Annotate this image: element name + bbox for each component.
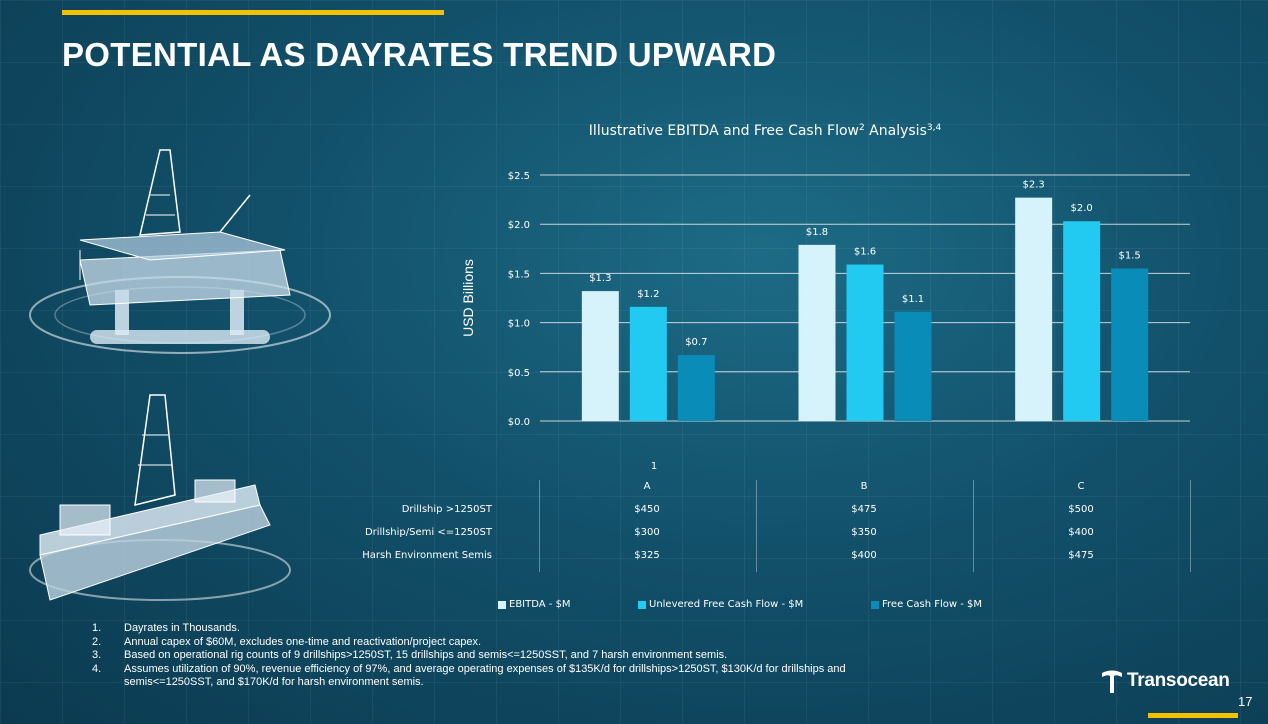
legend-swatch — [498, 600, 506, 609]
bar — [677, 355, 715, 421]
data-label: $1.2 — [637, 289, 659, 300]
table-divider — [1190, 480, 1191, 572]
table-row: Drillship/Semi <=1250ST $300 $350 $400 — [300, 527, 1200, 547]
table-row: Harsh Environment Semis $325 $400 $475 — [300, 550, 1200, 570]
footnote-text: Based on operational rig counts of 9 dri… — [124, 649, 728, 661]
footnote-text: Assumes utilization of 90%, revenue effi… — [124, 662, 846, 689]
drillship-illustration — [29, 394, 291, 601]
page-number: 17 — [1238, 694, 1253, 709]
legend-item: Free Cash Flow - $M — [871, 599, 982, 610]
y-tick-label: $2.5 — [508, 171, 530, 182]
data-label: $0.7 — [685, 337, 707, 348]
y-tick-label: $1.0 — [508, 319, 530, 330]
y-tick-label: $0.0 — [508, 417, 530, 428]
chart-title: Illustrative EBITDA and Free Cash Flow2 … — [589, 123, 942, 139]
table-divider — [973, 480, 974, 572]
table-cell: $325 — [634, 550, 660, 561]
logo-text: Transocean — [1127, 670, 1230, 691]
table-divider — [539, 480, 540, 572]
bar — [581, 291, 619, 421]
data-label: $1.6 — [854, 247, 876, 258]
data-label: $1.5 — [1119, 250, 1141, 261]
slide-title: POTENTIAL AS DAYRATES TREND UPWARD — [62, 36, 777, 73]
data-label: $1.8 — [806, 227, 828, 238]
footnotes: 1. Dayrates in Thousands. 2. Annual cape… — [92, 622, 892, 690]
row-label: Harsh Environment Semis — [362, 550, 492, 561]
table-cell: $300 — [634, 527, 660, 538]
x-axis-label: 1 — [651, 461, 657, 472]
y-tick-label: $1.5 — [508, 269, 530, 280]
data-label: $2.3 — [1023, 180, 1045, 191]
table-cell: $475 — [851, 504, 877, 515]
y-tick-label: $2.0 — [508, 220, 530, 231]
row-label: Drillship/Semi <=1250ST — [364, 527, 492, 538]
footnote: 1. Dayrates in Thousands. — [92, 622, 892, 636]
accent-bar-bottom — [1148, 713, 1238, 718]
footnote: 2. Annual capex of $60M, excludes one-ti… — [92, 636, 892, 650]
y-tick-label: $0.5 — [508, 368, 530, 379]
row-label: Drillship >1250ST — [401, 504, 492, 515]
bar — [1111, 268, 1149, 421]
table-cell: $500 — [1068, 504, 1094, 515]
footnote: 4. Assumes utilization of 90%, revenue e… — [92, 663, 892, 690]
bar — [1015, 197, 1053, 421]
footnote-text: Annual capex of $60M, excludes one-time … — [124, 635, 482, 648]
footnote-number: 4. — [92, 662, 102, 675]
legend-label: Free Cash Flow - $M — [882, 599, 983, 610]
table-header-cell: A — [643, 481, 651, 492]
table-header-row: A B C — [300, 481, 1200, 501]
data-label: $2.0 — [1071, 203, 1093, 214]
footnote-number: 1. — [92, 622, 102, 634]
bar — [629, 306, 667, 421]
footnote-text: Dayrates in Thousands. — [124, 622, 240, 634]
legend-swatch — [638, 600, 646, 609]
transocean-logo: Transocean — [1100, 668, 1230, 694]
footnote: 3. Based on operational rig counts of 9 … — [92, 649, 892, 663]
footnote-number: 2. — [92, 635, 102, 648]
table-cell: $400 — [1068, 527, 1094, 538]
table-cell: $350 — [851, 527, 877, 538]
bar — [894, 311, 932, 421]
accent-bar-top — [62, 10, 444, 15]
transocean-mark-icon — [1102, 670, 1122, 693]
legend-label: EBITDA - $M — [509, 599, 571, 610]
table-cell: $400 — [851, 550, 877, 561]
bar — [1063, 221, 1101, 421]
data-label: $1.1 — [902, 294, 924, 305]
table-header-cell: C — [1077, 481, 1085, 492]
table-cell: $475 — [1068, 550, 1094, 561]
table-row: Drillship >1250ST $450 $475 $500 — [300, 504, 1200, 524]
legend-item: EBITDA - $M — [498, 599, 571, 610]
footnote-number: 3. — [92, 649, 102, 661]
semisubmersible-rig-illustration — [29, 149, 331, 354]
table-header-cell: B — [860, 481, 868, 492]
table-cell: $450 — [634, 504, 660, 515]
table-divider — [756, 480, 757, 572]
bar — [798, 244, 836, 421]
legend-swatch — [871, 600, 879, 609]
y-axis-label: USD Billions — [460, 259, 476, 337]
legend-item: Unlevered Free Cash Flow - $M — [638, 599, 803, 610]
bar — [846, 264, 884, 421]
data-label: $1.3 — [589, 273, 611, 284]
legend-label: Unlevered Free Cash Flow - $M — [649, 599, 804, 610]
